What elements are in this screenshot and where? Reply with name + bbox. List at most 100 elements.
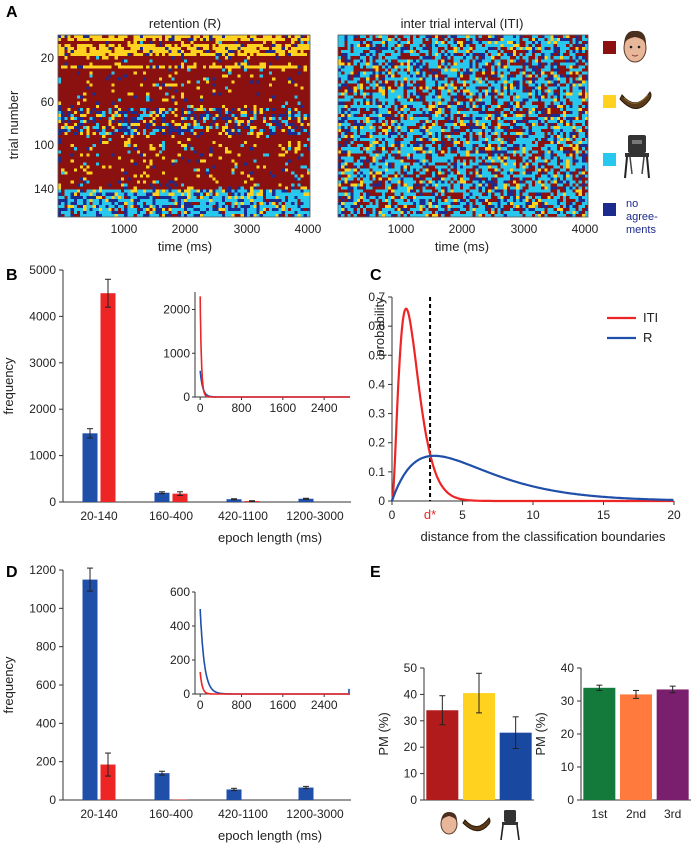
legend-no-agreements-line: no [626, 198, 638, 210]
inset-x-tick-label: 1600 [269, 698, 296, 712]
inset-x-tick-label: 2400 [311, 401, 338, 415]
y-tick-label: 5000 [29, 263, 56, 277]
heatmap-right-xlabel: time (ms) [435, 239, 489, 254]
x-tick-label: 15 [597, 508, 611, 522]
heatmap-left-title: retention (R) [149, 16, 221, 31]
inset-y-tick-label: 0 [183, 687, 190, 701]
y-tick-label: 800 [36, 640, 56, 654]
y-tick-label: 30 [404, 714, 418, 728]
y-axis-label: probability [372, 297, 387, 357]
legend-swatch-yellow [603, 95, 616, 108]
x-tick-label: 0 [389, 508, 396, 522]
chart-b-epoch-frequency: 0 1000 2000 3000 4000 5000 frequency 20-140 160-… [1, 263, 351, 545]
legend-no-agreements-line: agree- [626, 211, 658, 223]
y-tick-label: 0.4 [368, 377, 385, 391]
y-tick-label: 40 [561, 661, 575, 675]
bar [656, 689, 689, 800]
x-axis-label: epoch length (ms) [218, 530, 322, 545]
x-tick-label: 10 [526, 508, 540, 522]
chart-e-position-pm: 0 10 20 30 40 PM (%) 1st 2nd 3rd [533, 661, 691, 821]
category-label: 3rd [664, 807, 681, 821]
inset-y-tick-label: 400 [170, 619, 190, 633]
heatmap-image [58, 35, 310, 217]
legend-swatch-navy [603, 203, 616, 216]
legend-label: R [643, 330, 652, 345]
y-tick-label: 0.5 [368, 348, 385, 362]
y-tick-label: 1000 [29, 601, 56, 615]
legend-swatch-cyan [603, 153, 616, 166]
heatmap-right-xtick: 1000 [388, 222, 415, 236]
inset-y-tick-label: 0 [183, 390, 190, 404]
category-label: 20-140 [80, 807, 118, 821]
heatmap-retention [57, 34, 311, 218]
bar [82, 579, 98, 800]
heatmap-legend: no agree- ments [603, 30, 658, 236]
y-axis-label: frequency [1, 656, 16, 714]
bar [298, 787, 314, 800]
category-label: 1200-3000 [286, 807, 344, 821]
legend-swatch-dark-red [603, 41, 616, 54]
inset-y-tick-label: 600 [170, 585, 190, 599]
y-tick-label: 0.7 [368, 290, 385, 304]
e-face-icon [440, 812, 458, 835]
x-tick-label: 5 [459, 508, 466, 522]
series-line [390, 307, 674, 503]
y-tick-label: 0.6 [368, 319, 385, 333]
heatmap-left-xtick: 1000 [111, 222, 138, 236]
chart-c-distance-probability: 0 0.1 0.2 0.3 0.4 0.5 0.6 0.7 0 5 10 15 20 probabilit… [368, 290, 681, 544]
y-tick-label: 4000 [29, 309, 56, 323]
heatmap-ytick: 20 [41, 51, 55, 65]
category-label: 20-140 [80, 509, 118, 523]
chart-e-category-pm: 0 10 20 30 40 50 PM (%) [376, 661, 534, 807]
y-tick-label: 2000 [29, 402, 56, 416]
chair-icon [624, 135, 650, 179]
threshold-label: d* [424, 507, 436, 522]
x-axis-label: distance from the classification boundar… [421, 529, 666, 544]
category-label: 1200-3000 [286, 509, 344, 523]
y-tick-label: 400 [36, 716, 56, 730]
y-tick-label: 0 [49, 793, 56, 807]
heatmap-ylabel: trial number [6, 90, 21, 159]
series-line [390, 454, 674, 502]
heatmap-right-xtick: 3000 [511, 222, 538, 236]
inset-y-tick-label: 1000 [163, 346, 190, 360]
heatmap-frame [57, 34, 311, 218]
inset-x-tick-label: 0 [197, 401, 204, 415]
y-tick-label: 20 [561, 727, 575, 741]
inset-x-tick-label: 1600 [269, 401, 296, 415]
panel-letter-a: A [6, 4, 18, 21]
heatmap-frame [337, 34, 589, 218]
heatmap-ytick: 100 [34, 138, 54, 152]
bar [226, 789, 242, 800]
heatmap-iti [337, 34, 589, 218]
heatmap-left-xlabel: time (ms) [158, 239, 212, 254]
y-tick-label: 50 [404, 661, 418, 675]
bar [82, 433, 98, 502]
face-icon [623, 30, 647, 63]
y-tick-label: 1000 [29, 449, 56, 463]
y-tick-label: 3000 [29, 356, 56, 370]
y-tick-label: 0.3 [368, 407, 385, 421]
category-label: 160-400 [149, 807, 193, 821]
y-tick-label: 0 [410, 793, 417, 807]
y-tick-label: 0 [378, 494, 385, 508]
bar [100, 293, 116, 502]
inset-line [199, 671, 350, 695]
banana-icon [619, 91, 652, 109]
y-tick-label: 0.1 [368, 465, 385, 479]
chart-d-epoch-frequency: 0 200 400 600 800 1000 1200 frequency 20-140 160-… [1, 563, 351, 843]
x-axis-label: epoch length (ms) [218, 828, 322, 843]
heatmap-left-xtick: 4000 [295, 222, 322, 236]
category-label: 420-1100 [218, 509, 268, 523]
e-banana-icon [462, 817, 491, 832]
category-label: 160-400 [149, 509, 193, 523]
y-tick-label: 0 [49, 495, 56, 509]
y-tick-label: 10 [561, 760, 575, 774]
inset-y-tick-label: 200 [170, 653, 190, 667]
inset-x-tick-label: 800 [231, 401, 251, 415]
y-tick-label: 20 [404, 740, 418, 754]
heatmap-ytick: 140 [34, 182, 54, 196]
category-label: 1st [591, 807, 608, 821]
heatmap-left-xtick: 3000 [234, 222, 261, 236]
y-tick-label: 600 [36, 678, 56, 692]
